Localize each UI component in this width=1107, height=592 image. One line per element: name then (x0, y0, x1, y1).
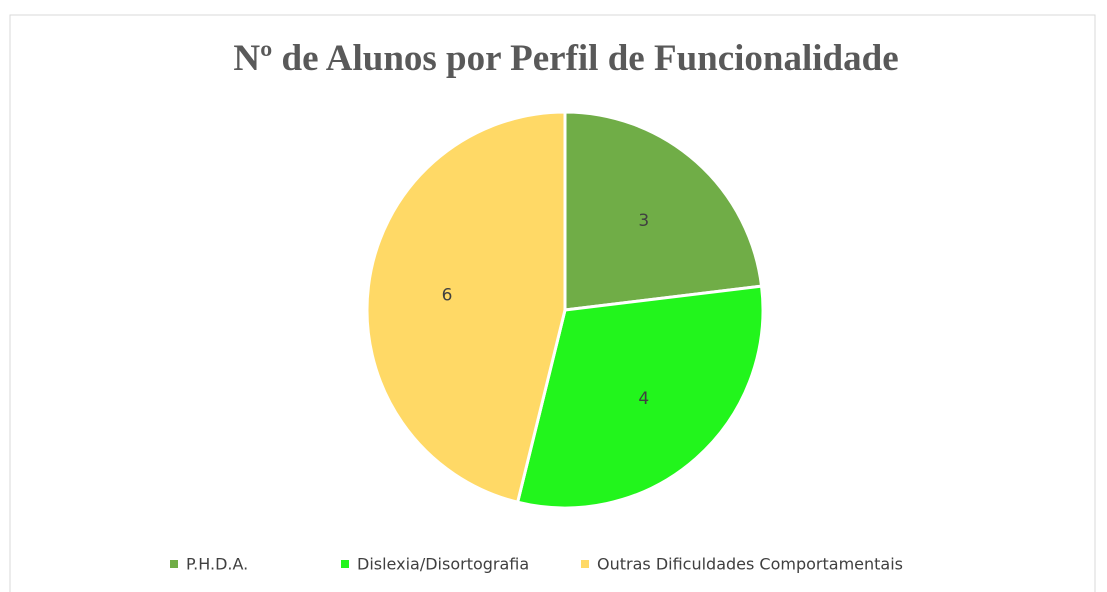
legend-marker (581, 560, 589, 568)
legend-marker (341, 560, 349, 568)
data-label: 4 (638, 389, 649, 409)
data-label: 3 (638, 211, 649, 231)
legend-label: P.H.D.A. (186, 555, 248, 574)
pie-slice (365, 110, 567, 505)
legend-label: Dislexia/Disortografia (357, 555, 529, 574)
data-label: 6 (442, 286, 453, 306)
legend-label: Outras Dificuldades Comportamentais (597, 555, 903, 574)
chart-title: Nº de Alunos por Perfil de Funcionalidad… (233, 38, 898, 79)
legend-marker (170, 560, 178, 568)
pie-slice (515, 284, 765, 510)
pie-slice (563, 110, 764, 312)
